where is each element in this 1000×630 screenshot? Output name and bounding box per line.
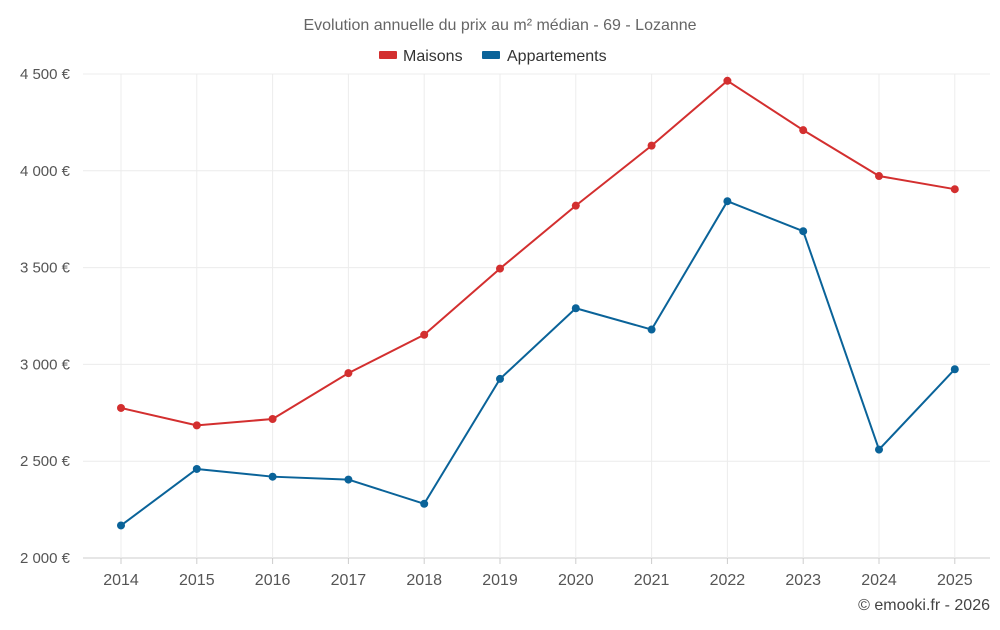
series-line-appartements — [120, 200, 956, 527]
data-point-maisons[interactable] — [268, 414, 277, 423]
chart-title: Evolution annuelle du prix au m² médian … — [303, 17, 696, 34]
x-tick-label: 2024 — [861, 572, 897, 589]
y-tick-label: 2 000 € — [20, 550, 71, 567]
data-point-appartements[interactable] — [875, 445, 883, 454]
data-point-appartements[interactable] — [950, 365, 959, 374]
series-line-maisons — [120, 79, 955, 427]
data-point-appartements[interactable] — [496, 374, 504, 383]
legend-swatch-maisons[interactable] — [379, 51, 397, 59]
x-tick-label: 2025 — [937, 572, 973, 589]
data-point-appartements[interactable] — [344, 475, 353, 484]
x-tick-label: 2015 — [179, 572, 215, 589]
x-tick-label: 2014 — [103, 572, 139, 589]
data-point-appartements[interactable] — [571, 304, 580, 313]
data-point-appartements[interactable] — [192, 464, 201, 473]
y-tick-label: 4 500 € — [20, 66, 71, 83]
x-tick-label: 2019 — [482, 572, 518, 589]
credit-text: © emooki.fr - 2026 — [858, 597, 990, 614]
y-tick-label: 4 000 € — [20, 163, 71, 180]
legend-label-appartements[interactable]: Appartements — [507, 48, 607, 65]
legend-swatch-appartements[interactable] — [482, 51, 500, 59]
data-point-maisons[interactable] — [420, 330, 429, 339]
data-point-maisons[interactable] — [117, 403, 125, 412]
legend: Maisons Appartements — [379, 48, 607, 65]
x-tick-label: 2017 — [331, 572, 367, 589]
data-point-maisons[interactable] — [950, 185, 959, 194]
data-point-maisons[interactable] — [723, 76, 732, 85]
y-tick-label: 3 500 € — [20, 260, 71, 277]
x-tick-label: 2023 — [785, 572, 821, 589]
y-tick-label: 2 500 € — [20, 453, 71, 470]
data-point-maisons[interactable] — [799, 126, 808, 135]
data-point-maisons[interactable] — [344, 369, 353, 378]
series-layer — [117, 76, 959, 530]
x-tick-label: 2022 — [710, 572, 746, 589]
data-point-appartements[interactable] — [799, 227, 808, 236]
data-point-maisons[interactable] — [192, 421, 201, 430]
data-point-maisons[interactable] — [496, 264, 504, 273]
data-point-maisons[interactable] — [571, 201, 580, 210]
x-tick-label: 2021 — [634, 572, 670, 589]
data-point-appartements[interactable] — [647, 325, 656, 334]
x-tick-label: 2018 — [406, 572, 442, 589]
data-point-appartements[interactable] — [723, 197, 732, 206]
data-point-appartements[interactable] — [117, 521, 125, 530]
grid — [83, 73, 990, 559]
data-point-maisons[interactable] — [875, 172, 883, 181]
data-point-maisons[interactable] — [647, 141, 656, 150]
x-tick-label: 2020 — [558, 572, 594, 589]
legend-label-maisons[interactable]: Maisons — [403, 48, 463, 65]
data-point-appartements[interactable] — [268, 472, 277, 481]
y-tick-label: 3 000 € — [20, 356, 71, 373]
axes: 2 000 € 2 500 € 3 000 € 3 500 € 4 000 € 4 500… — [20, 66, 973, 589]
x-tick-label: 2016 — [255, 572, 291, 589]
data-point-appartements[interactable] — [420, 499, 429, 508]
